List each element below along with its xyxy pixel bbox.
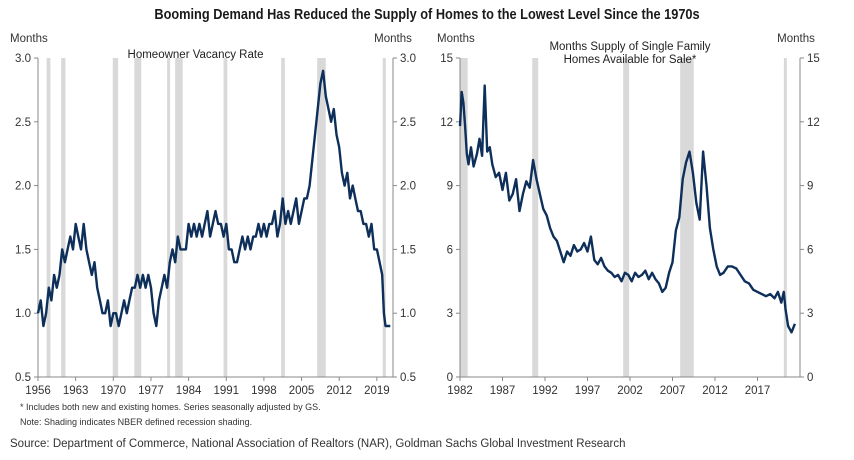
vacancy-y-tick-label-left: 0.5 (15, 372, 31, 384)
vacancy-x-tick-label: 1984 (176, 385, 202, 397)
left-chart: 0.5 0.5 1.0 1.0 1.5 1.5 2.0 2.0 2.5 2.5 3.0 3.0 1956… (10, 33, 416, 397)
supply-y-tick-label-right: 0 (807, 372, 813, 384)
vacancy-series-line (36, 69, 391, 328)
vacancy-y-tick-label-left: 2.0 (15, 181, 31, 193)
vacancy-y-tick-label-right: 2.5 (400, 117, 416, 129)
supply-x-tick-label: 1992 (532, 385, 558, 397)
vacancy-x-tick-label: 1963 (63, 385, 89, 397)
supply-y-tick-label-left: 6 (447, 244, 453, 256)
vacancy-y-tick-label-left: 3.0 (15, 53, 31, 65)
supply-x-tick-label: 1997 (575, 385, 601, 397)
vacancy-y-tick-label-left: 2.5 (15, 117, 31, 129)
vacancy-x-tick-label: 2012 (326, 385, 352, 397)
vacancy-y-tick-label-left: 1.5 (15, 244, 31, 256)
vacancy-recession-band (134, 58, 142, 377)
supply-x-tick-label: 2007 (660, 385, 686, 397)
supply-x-tick-label: 1987 (490, 385, 516, 397)
vacancy-x-tick-label: 1956 (25, 385, 51, 397)
vacancy-x-tick-label: 1977 (138, 385, 164, 397)
vacancy-recession-band (167, 58, 171, 377)
supply-y-tick-label-left: 15 (440, 53, 453, 65)
supply-y-tick-label-right: 15 (807, 53, 820, 65)
vacancy-recession-band (46, 58, 51, 377)
footnote-recession: Note: Shading indicates NBER defined rec… (20, 417, 253, 427)
supply-title-line: Homes Available for Sale* (564, 54, 697, 66)
supply-y-tick-label-right: 12 (807, 117, 820, 129)
vacancy-ylabel-right: Months (374, 33, 412, 45)
supply-x-tick-label: 2017 (745, 385, 771, 397)
supply-y-tick-label-left: 3 (447, 308, 453, 320)
vacancy-x-tick-label: 2019 (364, 385, 390, 397)
supply-series-line (458, 84, 797, 334)
supply-y-tick-label-left: 9 (447, 181, 453, 193)
supply-y-tick-label-right: 6 (807, 244, 813, 256)
supply-x-tick-label: 1982 (447, 385, 473, 397)
vacancy-y-tick-label-right: 1.5 (400, 244, 416, 256)
vacancy-y-tick-label-right: 1.0 (400, 308, 416, 320)
vacancy-y-tick-label-right: 0.5 (400, 372, 416, 384)
vacancy-x-tick-label: 2005 (289, 385, 315, 397)
supply-ylabel-right: Months (777, 33, 815, 45)
vacancy-recession-band (317, 58, 326, 377)
supply-y-tick-label-right: 3 (807, 308, 813, 320)
supply-recession-band (680, 58, 694, 377)
supply-y-tick-label-left: 12 (440, 117, 453, 129)
vacancy-recession-band (223, 58, 228, 377)
supply-ylabel-left: Months (437, 33, 475, 45)
supply-recession-band (623, 58, 630, 377)
supply-recession-band (532, 58, 539, 377)
vacancy-recession-band (382, 58, 386, 377)
source-note: Source: Department of Commerce, National… (10, 438, 626, 450)
supply-x-tick-label: 2002 (617, 385, 643, 397)
vacancy-y-tick-label-right: 3.0 (400, 53, 416, 65)
supply-y-tick-label-right: 9 (807, 181, 813, 193)
vacancy-ylabel-left: Months (10, 33, 48, 45)
vacancy-recession-band (175, 58, 183, 377)
footnote-seasonal: * Includes both new and existing homes. … (20, 402, 321, 412)
vacancy-title-line: Homeowner Vacancy Rate (128, 49, 264, 61)
vacancy-recession-band (281, 58, 285, 377)
right-chart: 0 0 3 3 6 6 9 9 12 12 15 15 1982 1987 1992 1997 2002 2007… (437, 33, 820, 397)
vacancy-x-tick-label: 1998 (251, 385, 277, 397)
vacancy-y-tick-label-right: 2.0 (400, 181, 416, 193)
supply-x-tick-label: 2012 (702, 385, 728, 397)
vacancy-x-tick-label: 1970 (101, 385, 127, 397)
vacancy-recession-band (61, 58, 66, 377)
vacancy-recession-band (112, 58, 119, 377)
main-title: Booming Demand Has Reduced the Supply of… (154, 7, 700, 23)
vacancy-x-tick-label: 1991 (213, 385, 239, 397)
supply-title-line: Months Supply of Single Family (549, 41, 710, 53)
supply-recession-band (783, 58, 787, 377)
vacancy-y-tick-label-left: 1.0 (15, 308, 31, 320)
supply-recession-band (460, 58, 468, 377)
supply-y-tick-label-left: 0 (447, 372, 453, 384)
